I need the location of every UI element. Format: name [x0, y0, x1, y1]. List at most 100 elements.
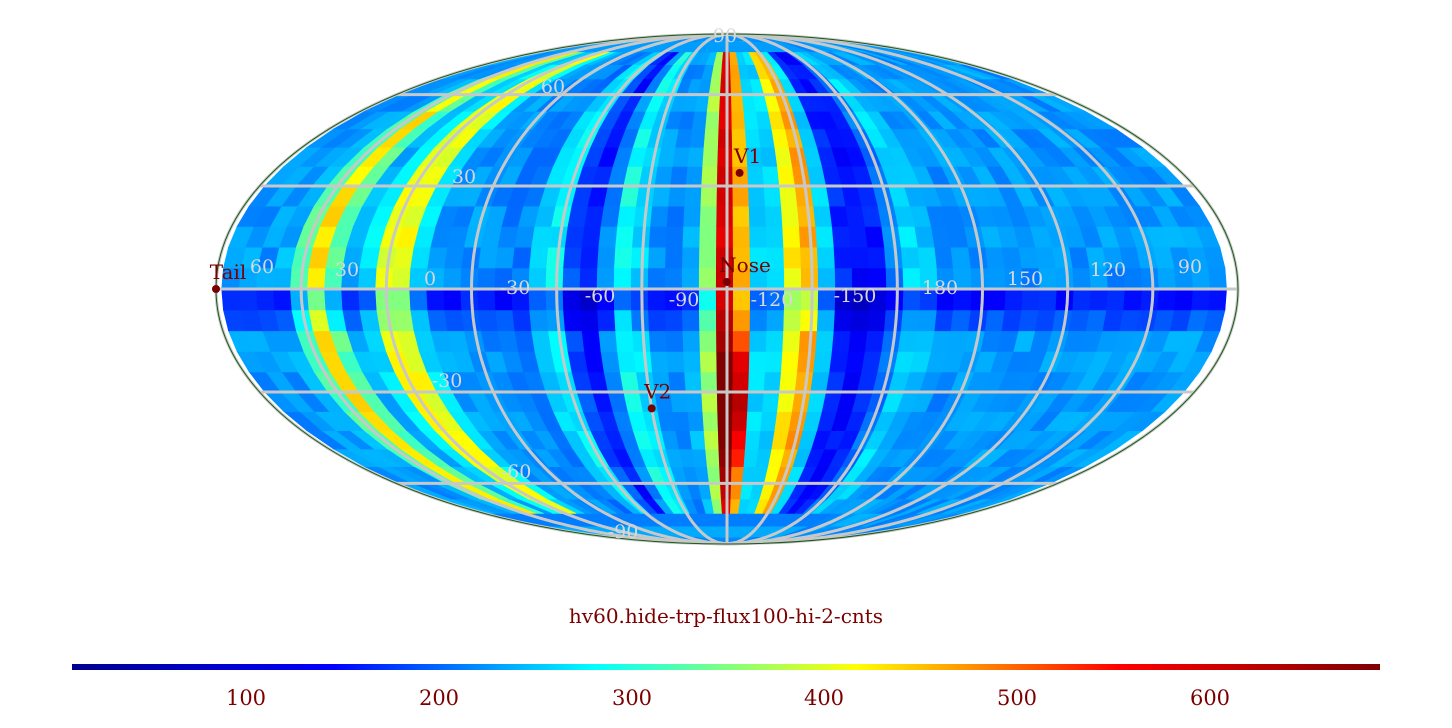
- heatmap-cell: [527, 267, 547, 290]
- heatmap-cell: [613, 288, 632, 311]
- heatmap-cell: [357, 267, 377, 290]
- heatmap-cell: [683, 185, 702, 207]
- heatmap-cell: [794, 371, 814, 393]
- marker-dot: [647, 404, 656, 413]
- heatmap-cell: [1207, 288, 1227, 311]
- heatmap-cell: [1071, 267, 1091, 290]
- heatmap-cell: [682, 351, 701, 373]
- heatmap-cell: [442, 267, 462, 290]
- heatmap-cell: [715, 205, 733, 227]
- heatmap-cell: [1071, 288, 1091, 311]
- latitude-label: 90: [713, 25, 737, 47]
- heatmap-cell: [763, 185, 782, 207]
- heatmap-cell: [781, 330, 801, 352]
- heatmap-cell: [528, 309, 549, 332]
- heatmap-cell: [812, 205, 832, 227]
- heatmap-cell: [561, 288, 581, 311]
- heatmap-cell: [374, 288, 394, 311]
- marker-label: V2: [643, 379, 671, 403]
- marker-label: V1: [733, 144, 761, 168]
- marker-label: Tail: [210, 260, 247, 284]
- heatmap-cell: [1001, 309, 1022, 332]
- latitude-label: -90: [608, 521, 639, 543]
- heatmap-cell: [780, 205, 799, 227]
- heatmap-cell: [730, 111, 746, 130]
- heatmap-cell: [1034, 309, 1056, 332]
- marker-label: Nose: [719, 253, 771, 277]
- heatmap-cell: [648, 226, 667, 248]
- heatmap-cell: [716, 147, 733, 167]
- heatmap-cell: [831, 226, 851, 248]
- heatmap-cell: [579, 309, 599, 332]
- longitude-label: -60: [585, 285, 616, 307]
- heatmap-cell: [685, 391, 703, 412]
- heatmap-cell: [664, 246, 683, 269]
- heatmap-cell: [630, 309, 649, 332]
- heatmap-cell: [613, 246, 633, 269]
- heatmap-cell: [596, 246, 616, 269]
- heatmap-cell: [764, 205, 783, 227]
- heatmap-cell: [747, 371, 765, 393]
- heatmap-cell: [323, 288, 343, 311]
- heatmap-cell: [742, 448, 759, 468]
- heatmap-cell: [1156, 267, 1176, 290]
- heatmap-cell: [665, 226, 684, 248]
- heatmap-cell: [814, 226, 834, 248]
- heatmap-cell: [718, 466, 732, 484]
- heatmap-cell: [357, 288, 377, 311]
- heatmap-cell: [747, 185, 765, 207]
- heatmap-cell: [698, 226, 717, 248]
- heatmap-cell: [833, 246, 852, 269]
- heatmap-cell: [669, 391, 688, 412]
- heatmap-cell: [782, 246, 801, 269]
- heatmap-cell: [647, 288, 666, 311]
- heatmap-cell: [704, 111, 720, 130]
- heatmap-cell: [688, 430, 706, 450]
- heatmap-cell: [564, 226, 585, 248]
- heatmap-cell: [1001, 246, 1022, 269]
- heatmap-cell: [616, 205, 637, 227]
- heatmap-cell: [289, 288, 309, 311]
- heatmap-cell: [731, 371, 749, 393]
- heatmap-cell: [477, 246, 498, 269]
- heatmap-cell: [796, 351, 816, 373]
- latitude-label: -30: [432, 370, 463, 392]
- heatmap-cell: [647, 267, 666, 290]
- heatmap-cell: [780, 351, 799, 373]
- heatmap-cell: [847, 226, 868, 248]
- colorbar-tick: 500: [996, 686, 1038, 710]
- heatmap-cell: [1054, 267, 1074, 290]
- longitude-label: 0: [424, 268, 436, 290]
- heatmap-cell: [799, 246, 818, 269]
- heatmap-cell: [391, 267, 411, 290]
- heatmap-cell: [933, 246, 954, 269]
- heatmap-cell: [967, 309, 988, 332]
- heatmap-cell: [847, 330, 868, 352]
- heatmap-cell: [664, 309, 683, 332]
- heatmap-cell: [717, 111, 732, 130]
- heatmap-cell: [1139, 288, 1159, 311]
- heatmap-cell: [1105, 288, 1125, 311]
- heatmap-cell: [731, 430, 747, 450]
- heatmap-cell: [986, 267, 1006, 290]
- longitude-label: -30: [500, 277, 531, 299]
- heatmap-cell: [761, 391, 780, 412]
- heatmap-cell: [816, 246, 835, 269]
- heatmap-cell: [703, 430, 719, 450]
- heatmap-cell: [699, 205, 717, 227]
- heatmap-cell: [374, 267, 394, 290]
- colorbar: [72, 664, 1380, 670]
- heatmap-cell: [511, 246, 532, 269]
- heatmap-cell: [969, 288, 989, 311]
- heatmap-cell: [746, 166, 764, 187]
- heatmap-cell: [986, 288, 1006, 311]
- heatmap-cell: [701, 411, 718, 432]
- heatmap-cell: [883, 246, 903, 269]
- heatmap-cell: [759, 411, 778, 432]
- heatmap-cell: [880, 330, 901, 352]
- heatmap-cell: [844, 205, 865, 227]
- heatmap-cell: [817, 288, 836, 311]
- heatmap-cell: [581, 330, 601, 352]
- latitude-label: -60: [501, 461, 532, 483]
- longitude-label: 30: [335, 259, 359, 281]
